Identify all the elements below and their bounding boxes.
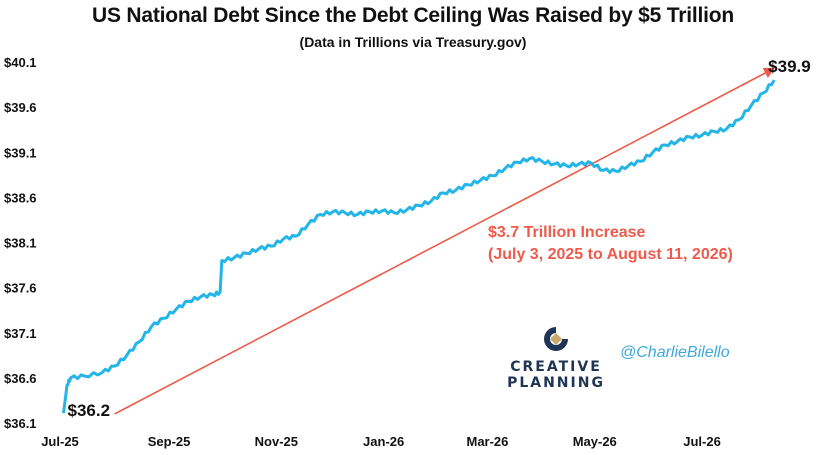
y-tick-label: $36.6 (4, 371, 37, 386)
end-value-label: $39.9 (768, 57, 811, 76)
x-tick-label: Nov-25 (255, 434, 298, 449)
y-tick-label: $37.6 (4, 281, 37, 296)
creative-planning-icon (544, 327, 568, 351)
logo-word-planning: PLANNING (507, 375, 605, 391)
chart-title: US National Debt Since the Debt Ceiling … (91, 4, 735, 27)
y-tick-label: $36.1 (4, 416, 37, 431)
debt-series-line (62, 79, 776, 414)
x-tick-label: Jul-26 (683, 434, 721, 449)
x-tick-label: Mar-26 (466, 434, 508, 449)
creative-planning-logo: CREATIVE PLANNING (506, 324, 606, 391)
increase-arrow (114, 67, 776, 415)
x-tick-label: Jul-25 (41, 434, 79, 449)
x-tick-label: May-26 (573, 434, 617, 449)
author-handle: @CharlieBilello (620, 344, 730, 361)
y-tick-label: $39.1 (4, 145, 37, 160)
chart-subtitle: (Data in Trillions via Treasury.gov) (299, 34, 527, 50)
y-tick-label: $37.1 (4, 326, 37, 341)
y-tick-label: $39.6 (4, 100, 37, 115)
annotation-line-2: (July 3, 2025 to August 11, 2026) (488, 246, 733, 263)
x-tick-label: Jan-26 (363, 434, 404, 449)
y-tick-label: $38.6 (4, 190, 37, 205)
start-value-label: $36.2 (68, 401, 111, 420)
y-tick-label: $40.1 (4, 55, 37, 70)
y-tick-label: $38.1 (4, 236, 37, 251)
logo-word-creative: CREATIVE (510, 359, 602, 375)
x-tick-label: Sep-25 (148, 434, 191, 449)
annotation-line-1: $3.7 Trillion Increase (488, 224, 646, 241)
